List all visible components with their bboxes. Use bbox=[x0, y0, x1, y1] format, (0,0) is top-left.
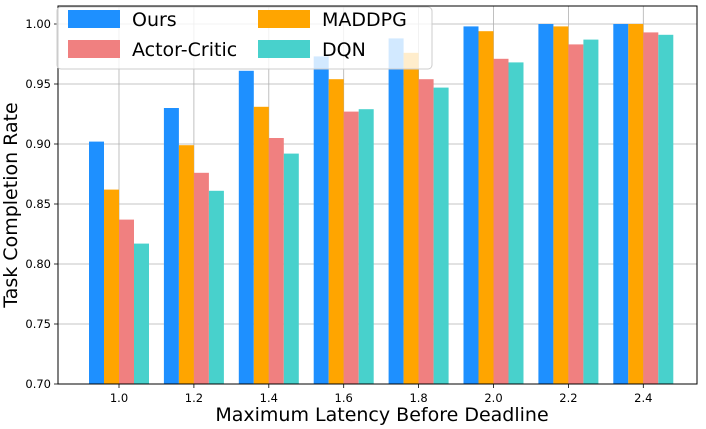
bar-maddpg-1.2 bbox=[178, 145, 194, 384]
bar-ours-1.0 bbox=[89, 141, 104, 384]
y-tick-label: 0.85 bbox=[25, 197, 51, 211]
x-tick-label: 1.8 bbox=[409, 391, 427, 405]
legend-label: Actor-Critic bbox=[132, 39, 237, 61]
bar-dqn-1.8 bbox=[433, 87, 449, 384]
y-axis-title: Task Completion Rate bbox=[0, 102, 22, 308]
x-tick-label: 2.4 bbox=[634, 391, 652, 405]
bar-actor-critic-1.6 bbox=[343, 111, 359, 384]
legend-label: DQN bbox=[322, 39, 366, 61]
legend-swatch bbox=[258, 10, 310, 28]
bar-maddpg-1.0 bbox=[104, 189, 119, 384]
bar-actor-critic-2.4 bbox=[643, 32, 659, 385]
bar-dqn-2.2 bbox=[583, 39, 599, 384]
bar-actor-critic-1.0 bbox=[119, 219, 134, 384]
legend-swatch bbox=[258, 40, 310, 58]
legend-swatch bbox=[68, 40, 120, 58]
x-axis-title: Maximum Latency Before Deadline bbox=[215, 404, 548, 426]
legend-swatch bbox=[68, 10, 120, 28]
axes: 0.70 0.75 0.80 0.85 0.90 0.95 1.00 1.0 1.2 1.4 1.6… bbox=[25, 5, 698, 405]
y-tick-label: 0.70 bbox=[25, 377, 51, 391]
y-tick-label: 1.00 bbox=[25, 17, 51, 31]
x-tick-label: 2.0 bbox=[484, 391, 502, 405]
bar-actor-critic-2.2 bbox=[568, 44, 584, 385]
bar-maddpg-2.0 bbox=[478, 31, 494, 384]
bar-ours-1.4 bbox=[238, 70, 254, 385]
legend-label: Ours bbox=[132, 9, 177, 31]
bar-dqn-1.4 bbox=[283, 153, 299, 384]
bar-maddpg-1.6 bbox=[328, 79, 344, 384]
y-tick-label: 0.80 bbox=[25, 257, 51, 271]
bar-ours-1.2 bbox=[163, 108, 179, 384]
bar-actor-critic-2.0 bbox=[493, 58, 509, 385]
x-tick-label: 2.2 bbox=[559, 391, 577, 405]
plot-frame bbox=[57, 5, 698, 385]
bar-dqn-2.4 bbox=[658, 34, 674, 385]
x-tick-label: 1.6 bbox=[335, 391, 353, 405]
legend-label: MADDPG bbox=[322, 9, 407, 31]
bar-actor-critic-1.8 bbox=[418, 79, 434, 384]
x-tick-label: 1.2 bbox=[185, 391, 203, 405]
bar-dqn-1.6 bbox=[358, 109, 374, 384]
bar-ours-2.2 bbox=[538, 24, 554, 384]
bar-ours-2.0 bbox=[463, 26, 479, 385]
bar-maddpg-2.2 bbox=[553, 26, 569, 385]
bar-maddpg-1.8 bbox=[403, 52, 419, 385]
legend-box bbox=[56, 6, 433, 70]
bar-dqn-2.0 bbox=[508, 62, 524, 385]
bar-maddpg-2.4 bbox=[628, 24, 644, 384]
y-tick-label: 0.95 bbox=[25, 77, 51, 91]
bar-dqn-1.2 bbox=[208, 190, 224, 384]
y-tick-label: 0.90 bbox=[25, 137, 51, 151]
y-tick-label: 0.75 bbox=[25, 317, 51, 331]
x-tick-label: 1.4 bbox=[260, 391, 278, 405]
bars bbox=[89, 24, 674, 385]
bar-ours-1.8 bbox=[388, 38, 404, 385]
legend: Ours MADDPG Actor-Critic DQN bbox=[56, 6, 433, 70]
bar-actor-critic-1.4 bbox=[268, 138, 284, 384]
bar-ours-2.4 bbox=[613, 24, 629, 384]
x-tick-label: 1.0 bbox=[110, 391, 128, 405]
bar-dqn-1.0 bbox=[134, 243, 149, 384]
bar-ours-1.6 bbox=[313, 56, 329, 385]
bar-maddpg-1.4 bbox=[253, 106, 269, 385]
bar-actor-critic-1.2 bbox=[193, 172, 209, 384]
